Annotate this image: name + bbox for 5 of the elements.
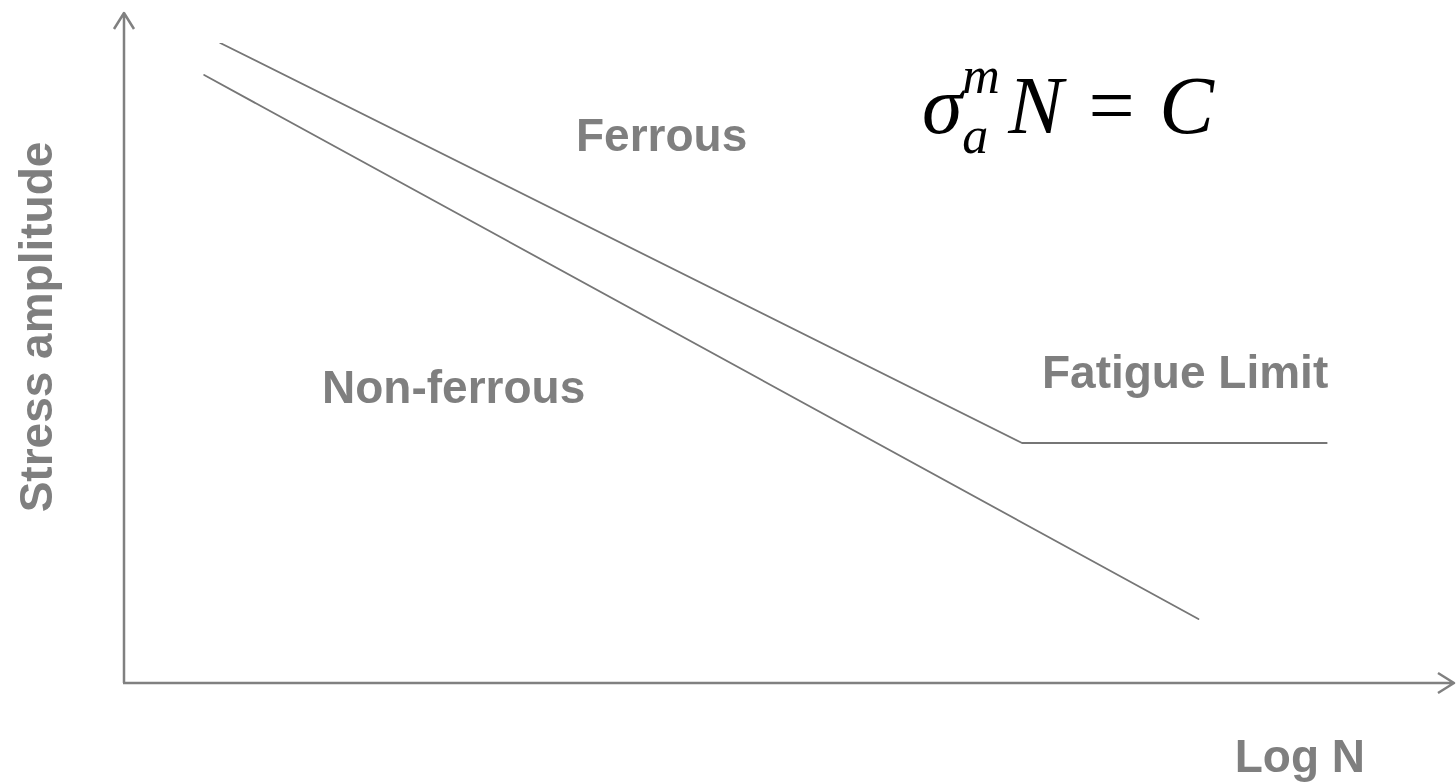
series-label: Ferrous xyxy=(576,109,748,162)
x-axis-title: Log N xyxy=(1234,730,1365,782)
series-label: Non-ferrous xyxy=(322,361,586,413)
y-axis-title: Stress amplitude xyxy=(10,141,62,513)
annotation: Fatigue Limit xyxy=(1041,346,1329,398)
